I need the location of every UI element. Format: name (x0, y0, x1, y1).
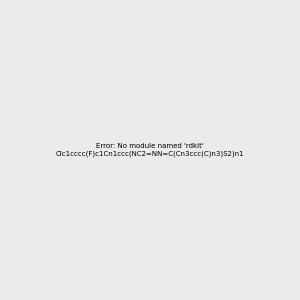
Text: Error: No module named 'rdkit'
Clc1cccc(F)c1Cn1ccc(NC2=NN=C(Cn3ccc(C)n3)S2)n1: Error: No module named 'rdkit' Clc1cccc(… (56, 143, 244, 157)
